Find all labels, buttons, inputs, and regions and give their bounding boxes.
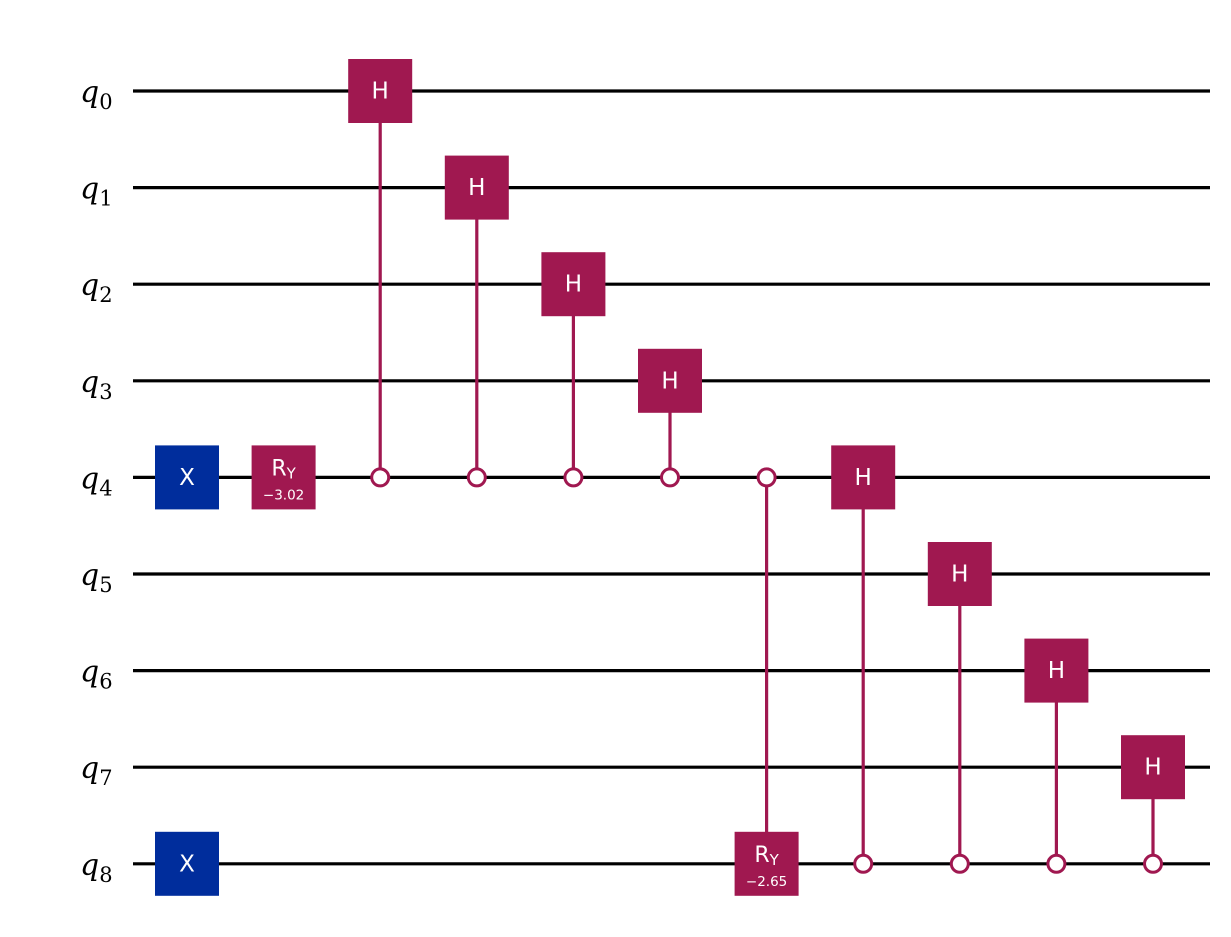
open-control-dot-q8 [949,853,970,874]
gate-label-9: H [951,562,968,588]
x-gate-q8 [155,831,219,896]
gate-label-0: X [179,465,195,491]
qubit-label-4: q4 [80,461,113,500]
gate-label-5: H [565,272,582,298]
controlled-h-gate-q5 [927,542,992,606]
gate-label-7: RY [754,843,779,869]
gate-label-11: H [1144,755,1161,781]
open-control-dot-q8 [853,853,874,874]
controlled-h-gate-q2 [541,252,606,317]
controlled-h-gate-q6 [1024,638,1089,703]
connectors-layer [378,91,1155,864]
gate-label-8: H [855,465,872,491]
gate-label-3: H [372,79,389,105]
qubit-label-5: q5 [80,558,113,597]
qubit-label-2: q2 [80,268,113,307]
open-control-dot-q8 [1046,853,1067,874]
open-control-dot-q4 [563,467,584,488]
x-gate-q4 [155,445,219,510]
gate-label-2: RY [271,456,296,482]
controlled-h-gate-q1 [444,155,509,220]
labels-layer: q0 q1 q2 q3 q4 q5 q6 q7 q8 [80,75,113,887]
gate-param-2: −3.02 [263,487,304,503]
controlled-h-gate-q4 [831,445,896,510]
gate-label-4: H [468,175,485,201]
gates-layer: X X RY −3.02 H H H H RY −2.65 H H H H [155,59,1185,896]
controlled-h-gate-q0 [348,59,413,123]
ry-gate-q4 [251,445,316,510]
qubit-label-6: q6 [80,655,113,694]
open-control-dot-q4 [756,467,777,488]
qubit-label-3: q3 [80,365,113,404]
gate-param-7: −2.65 [746,874,787,890]
controlled-h-gate-q7 [1121,735,1185,800]
qubit-label-1: q1 [80,172,113,211]
qubit-label-0: q0 [80,75,113,114]
open-control-dot-q4 [660,467,680,488]
gate-label-10: H [1048,658,1065,684]
open-control-dot-q4 [370,467,391,488]
controlled-ry-gate-q8 [734,831,799,896]
controlled-h-gate-q3 [638,348,702,413]
qubit-label-7: q7 [80,751,113,790]
gate-label-6: H [661,368,678,394]
open-control-dot-q4 [466,467,487,488]
qubit-label-8: q8 [80,848,113,887]
open-control-dot-q8 [1143,853,1163,874]
gate-label-1: X [179,851,195,877]
